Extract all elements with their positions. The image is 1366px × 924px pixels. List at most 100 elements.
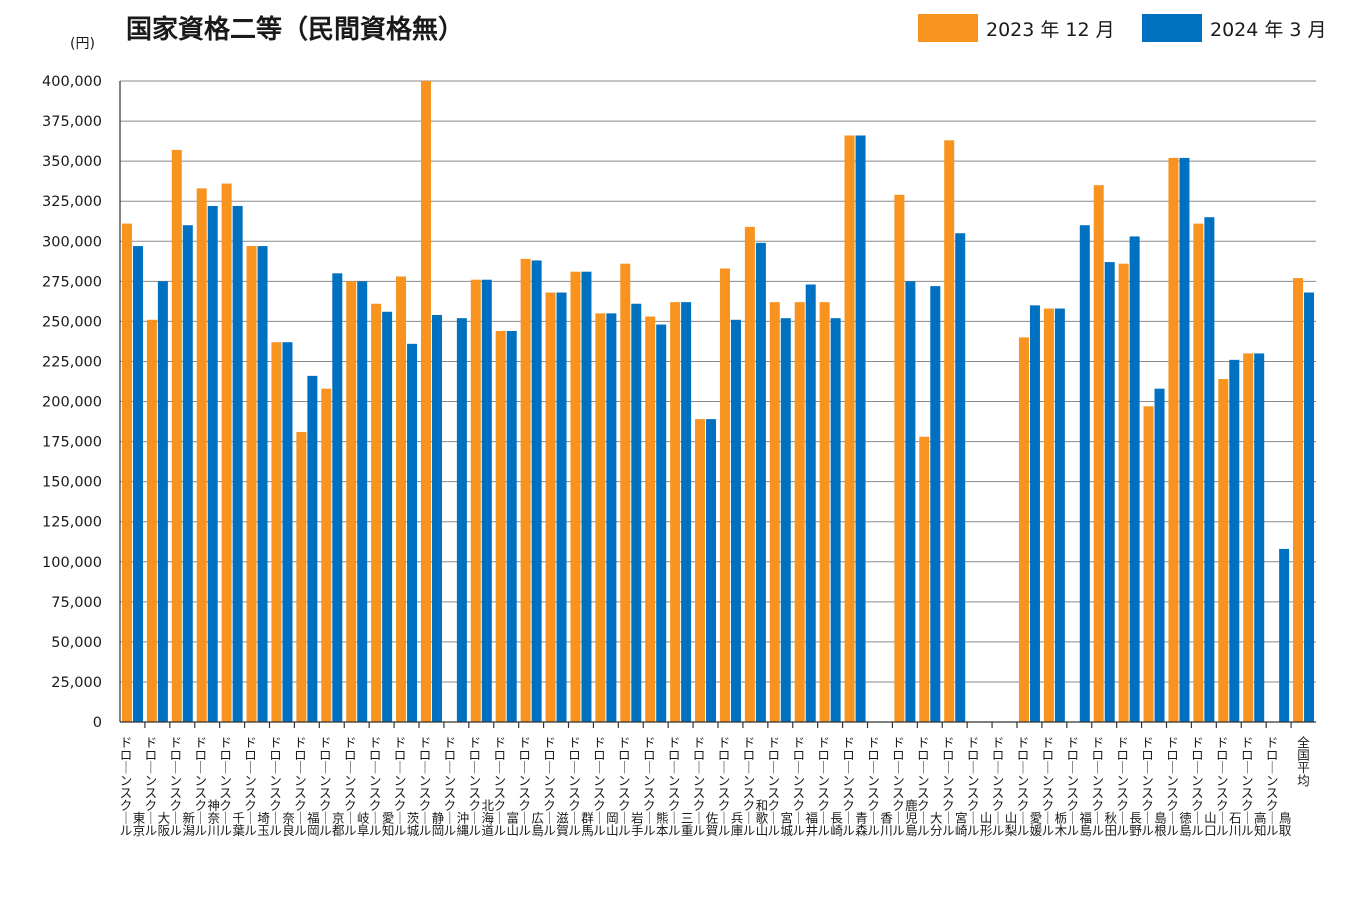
x-tick-label: ロ (867, 748, 880, 763)
x-tick-label: 庫 (731, 823, 744, 838)
x-tick-label: 島 (1080, 823, 1093, 838)
bar-2024-03 (1104, 262, 1115, 722)
x-tick-label: ｜ (344, 811, 357, 826)
x-tick-label: ｜ (892, 811, 905, 826)
y-tick-label: 375,000 (42, 114, 102, 130)
x-tick-label: ル (145, 823, 158, 838)
x-tick-label: ｜ (369, 760, 382, 775)
bar-2023-12 (595, 313, 606, 722)
x-tick-label: ス (1042, 785, 1055, 800)
x-tick-label: ス (1091, 785, 1104, 800)
x-tick-label: ク (1191, 798, 1204, 813)
bar-2024-03 (1254, 353, 1265, 722)
x-tick-label: 平 (1297, 760, 1310, 775)
bar-2023-12 (670, 302, 681, 722)
x-tick-label: ン (917, 773, 930, 788)
x-tick-label: ド (917, 735, 930, 750)
x-tick-label: ロ (643, 748, 656, 763)
bar-2023-12 (346, 281, 357, 722)
bar-2024-03 (357, 281, 368, 722)
x-tick-label: ｜ (1216, 760, 1229, 775)
x-tick-label: ス (892, 785, 905, 800)
x-tick-label: ド (668, 735, 681, 750)
x-tick-label: ス (693, 785, 706, 800)
x-tick-label: ク (942, 798, 955, 813)
x-tick-label: ル (194, 823, 207, 838)
x-tick-label: ン (842, 773, 855, 788)
x-tick-label: 京 (332, 811, 345, 826)
x-tick-label: ル (693, 823, 706, 838)
x-tick-label: ス (768, 785, 781, 800)
x-tick-label: ス (593, 785, 606, 800)
x-tick-label: ク (369, 798, 382, 813)
legend-swatch-2023-12 (918, 14, 978, 42)
x-tick-label: ド (444, 735, 457, 750)
x-tick-label: ス (394, 785, 407, 800)
x-tick-label: ｜ (194, 760, 207, 775)
x-tick-label: ル (1042, 823, 1055, 838)
x-tick-label: ｜ (568, 760, 581, 775)
x-tick-label: ン (493, 773, 506, 788)
x-tick-label: ｜ (1216, 811, 1229, 826)
x-tick-label: ン (1216, 773, 1229, 788)
x-tick-label: ク (294, 798, 307, 813)
x-tick-label: 井 (805, 823, 818, 838)
x-tick-label: ス (244, 785, 257, 800)
x-tick-label: ク (120, 798, 133, 813)
x-tick-label: ド (1091, 735, 1104, 750)
bar-2023-12 (470, 279, 481, 722)
x-tick-label: ク (518, 798, 531, 813)
x-tick-label: ル (942, 823, 955, 838)
x-tick-label: ｜ (1191, 811, 1204, 826)
x-tick-label: ク (244, 798, 257, 813)
x-tick-label: ロ (344, 748, 357, 763)
x-tick-label: 分 (930, 823, 943, 838)
x-tick-label: ロ (1042, 748, 1055, 763)
bar-2023-12 (645, 316, 656, 722)
x-tick-label: ス (469, 785, 482, 800)
x-tick-label: ｜ (543, 760, 556, 775)
x-tick-label: 海 (482, 811, 495, 826)
x-tick-label: 鳥 (1279, 811, 1292, 826)
bar-2024-03 (631, 303, 642, 722)
bar-2024-03 (581, 271, 592, 722)
x-tick-label: ｜ (444, 760, 457, 775)
x-tick-label: ｜ (319, 760, 332, 775)
x-tick-label: ル (1091, 823, 1104, 838)
x-tick-label: ル (768, 823, 781, 838)
x-tick-label: ル (668, 823, 681, 838)
x-tick-label: ｜ (170, 811, 183, 826)
x-tick-label: 三 (681, 811, 694, 826)
x-tick-label: ク (444, 798, 457, 813)
x-tick-label: 沖 (457, 811, 470, 826)
x-tick-label: ル (817, 823, 830, 838)
x-tick-label: ス (344, 785, 357, 800)
x-tick-label: 城 (781, 823, 794, 838)
x-tick-label: ロ (419, 748, 432, 763)
bars (121, 81, 1315, 723)
x-tick-label: ロ (743, 748, 756, 763)
x-tick-label: ｜ (469, 760, 482, 775)
x-tick-label: ロ (319, 748, 332, 763)
x-tick-label: 本 (656, 823, 669, 838)
x-tick-label: ン (469, 773, 482, 788)
x-tick-label: ド (493, 735, 506, 750)
x-tick-label: ク (1241, 798, 1254, 813)
x-tick-label: ｜ (1116, 760, 1129, 775)
x-tick-label: ク (1116, 798, 1129, 813)
x-tick-label: ｜ (394, 811, 407, 826)
x-tick-label: ｜ (743, 760, 756, 775)
x-tick-label: ン (1017, 773, 1030, 788)
x-tick-label: 長 (830, 811, 843, 826)
x-tick-label: 均 (1297, 773, 1310, 788)
x-tick-label: ル (444, 823, 457, 838)
x-tick-label: ル (319, 823, 332, 838)
x-tick-label: ｜ (643, 760, 656, 775)
x-tick-label: ル (120, 823, 133, 838)
x-tick-label: 鹿 (905, 798, 918, 813)
x-tick-label: ン (668, 773, 681, 788)
bar-2023-12 (1143, 406, 1154, 722)
x-tick-label: ｜ (1166, 760, 1179, 775)
bar-2023-12 (1018, 337, 1029, 722)
